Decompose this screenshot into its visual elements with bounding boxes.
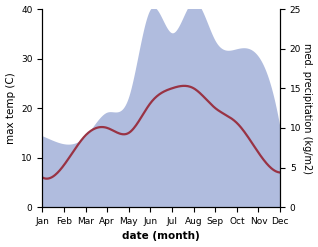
Y-axis label: max temp (C): max temp (C) (5, 72, 16, 144)
X-axis label: date (month): date (month) (122, 231, 200, 242)
Y-axis label: med. precipitation (kg/m2): med. precipitation (kg/m2) (302, 43, 313, 174)
